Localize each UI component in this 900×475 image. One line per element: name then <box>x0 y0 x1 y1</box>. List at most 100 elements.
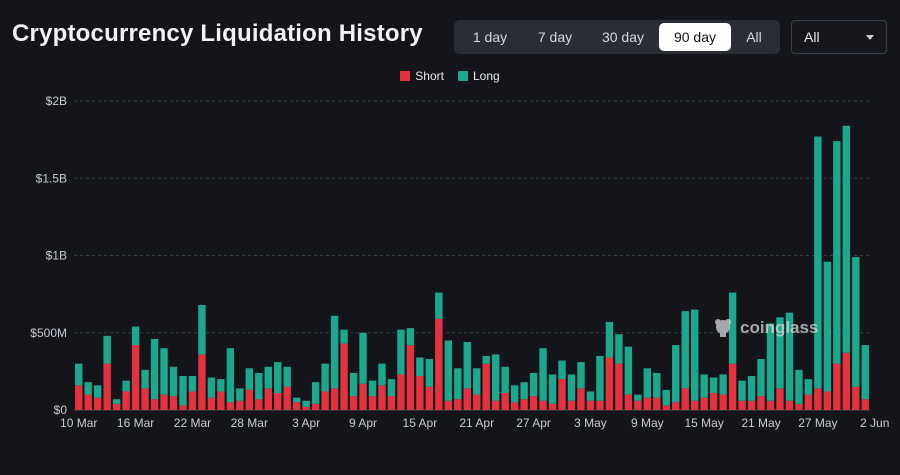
bar-short <box>548 403 557 410</box>
range-7-day-button[interactable]: 7 day <box>537 29 573 45</box>
bar-long <box>198 304 206 355</box>
bar-long <box>728 292 737 364</box>
bar-long <box>283 366 291 387</box>
bar-short <box>491 400 500 410</box>
bar-long <box>75 363 83 386</box>
watermark-text: coinglass <box>740 318 818 337</box>
x-tick-label: 9 Apr <box>349 416 377 430</box>
y-tick-label: $0 <box>54 403 68 417</box>
legend-label-short: Short <box>415 69 444 83</box>
bar-long <box>861 345 869 400</box>
bar-long <box>311 382 320 404</box>
bar-short <box>103 363 111 410</box>
bar-long <box>586 391 595 401</box>
bar-short <box>766 400 775 410</box>
bar-short <box>823 391 832 410</box>
range-1-day-button[interactable]: 1 day <box>472 29 508 45</box>
bar-short <box>804 394 813 410</box>
bar-short <box>529 396 538 410</box>
range-90-day-button[interactable]: 90 day <box>659 23 731 51</box>
bar-long <box>226 348 235 403</box>
x-axis-ticks: 10 Mar 16 Mar 22 Mar 28 Mar 3 Apr 9 Apr 15 Apr… <box>60 416 889 430</box>
bar-long <box>738 380 746 401</box>
coin-filter-dropdown[interactable]: All <box>791 20 887 54</box>
bar-short <box>349 396 358 410</box>
bar-long <box>292 397 301 403</box>
x-tick-label: 3 May <box>574 416 607 430</box>
bar-long <box>425 359 434 387</box>
bar-long <box>397 329 405 375</box>
bar-short <box>690 400 699 410</box>
bar-short <box>634 400 642 410</box>
bar-long <box>169 366 178 397</box>
bar-short <box>93 397 102 410</box>
bar-long <box>245 368 254 390</box>
legend-item-short[interactable]: Short <box>400 68 444 84</box>
range-all-button[interactable]: All <box>746 29 762 45</box>
bar-short <box>435 318 443 410</box>
bar-long <box>160 348 168 395</box>
y-tick-label: $2B <box>46 94 67 108</box>
bar-short <box>141 388 149 410</box>
bar-long <box>122 380 130 392</box>
bar-long <box>719 374 727 395</box>
bar-short <box>236 400 244 410</box>
bar-short <box>672 402 680 410</box>
bar-short <box>179 405 187 410</box>
x-tick-label: 27 May <box>798 416 837 430</box>
bar-long <box>112 399 121 404</box>
bar-short <box>311 403 320 410</box>
bar-short <box>131 345 140 410</box>
bar-long <box>690 309 699 401</box>
bar-short <box>596 400 604 410</box>
bar-long <box>662 389 670 406</box>
bar-long <box>776 317 784 389</box>
bar-long <box>207 377 216 398</box>
bar-short <box>198 354 206 410</box>
bar-short <box>852 386 860 410</box>
bar-long <box>548 374 557 404</box>
bar-long <box>814 136 822 389</box>
bar-long <box>577 362 585 389</box>
bar-short <box>112 403 121 410</box>
bar-long <box>188 376 197 392</box>
y-tick-label: $500M <box>30 326 67 340</box>
bar-short <box>785 400 794 410</box>
bar-long <box>510 385 519 403</box>
bar-short <box>406 345 415 410</box>
short-swatch-icon <box>400 71 411 81</box>
bar-short <box>217 391 225 410</box>
bar-short <box>795 403 803 410</box>
bar-short <box>728 363 737 410</box>
bar-short <box>738 400 746 410</box>
bar-long <box>795 369 803 404</box>
bar-short <box>510 402 519 410</box>
bar-long <box>131 326 140 346</box>
bar-short <box>662 405 670 410</box>
x-tick-label: 28 Mar <box>231 416 268 430</box>
bar-short <box>84 394 92 410</box>
bar-long <box>596 355 604 401</box>
bar-long <box>463 342 471 389</box>
bar-long <box>349 372 358 397</box>
bar-short <box>833 363 841 410</box>
bar-long <box>103 335 111 364</box>
bar-short <box>605 357 614 410</box>
bar-short <box>226 402 235 410</box>
range-30-day-button[interactable]: 30 day <box>601 29 645 45</box>
bar-short <box>709 393 718 410</box>
page-title: Cryptocurrency Liquidation History <box>12 20 423 47</box>
x-tick-label: 10 Mar <box>60 416 97 430</box>
x-tick-label: 21 Apr <box>459 416 494 430</box>
bar-short <box>444 400 453 410</box>
legend-item-long[interactable]: Long <box>457 68 500 84</box>
bar-short <box>264 388 272 410</box>
bar-short <box>321 391 329 410</box>
bar-long <box>387 379 396 397</box>
bar-long <box>264 366 272 389</box>
bar-short <box>473 394 481 410</box>
x-tick-label: 9 May <box>631 416 664 430</box>
bar-short <box>255 399 263 410</box>
bar-long <box>378 363 386 386</box>
bar-short <box>340 343 348 410</box>
